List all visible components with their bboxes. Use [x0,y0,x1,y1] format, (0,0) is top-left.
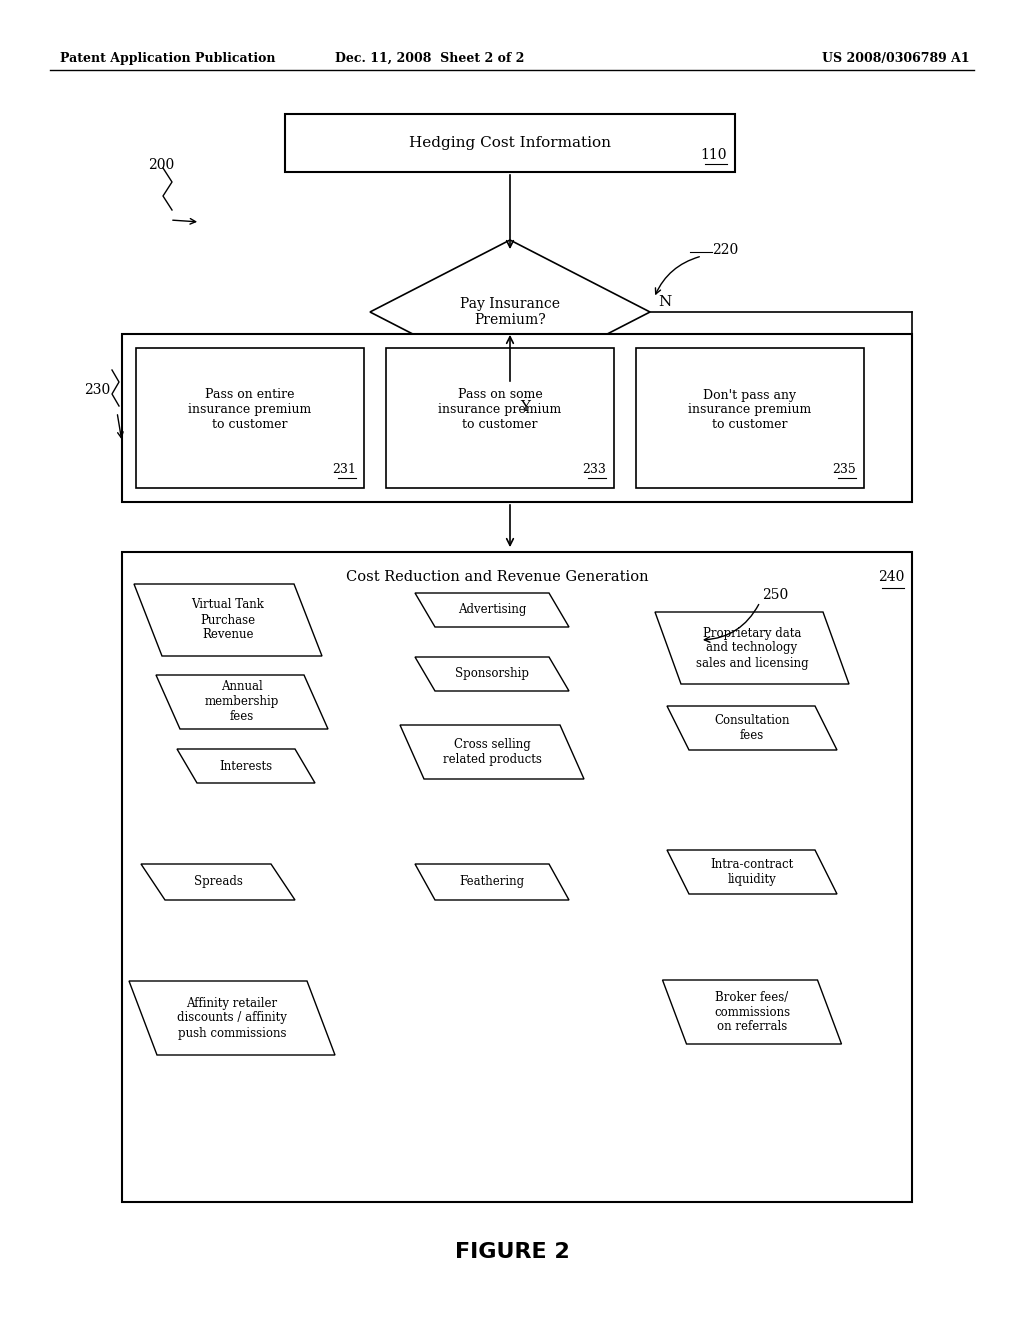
Polygon shape [415,657,569,690]
Text: 220: 220 [712,243,738,257]
Polygon shape [663,979,842,1044]
Text: Pass on some
insurance premium
to customer: Pass on some insurance premium to custom… [438,388,561,432]
Text: 240: 240 [878,570,904,583]
Text: Cost Reduction and Revenue Generation: Cost Reduction and Revenue Generation [346,570,648,583]
Text: Proprietary data
and technology
sales and licensing: Proprietary data and technology sales an… [695,627,808,669]
Polygon shape [415,593,569,627]
Bar [122,334,912,502]
Text: Intra-contract
liquidity: Intra-contract liquidity [711,858,794,886]
Text: 230: 230 [84,383,110,397]
Text: Patent Application Publication: Patent Application Publication [60,51,275,65]
Polygon shape [667,706,837,750]
Text: US 2008/0306789 A1: US 2008/0306789 A1 [822,51,970,65]
Bar [122,552,912,1203]
Text: Consultation
fees: Consultation fees [715,714,790,742]
Text: 233: 233 [582,463,606,477]
Text: 235: 235 [833,463,856,477]
Text: Broker fees/
commissions
on referrals: Broker fees/ commissions on referrals [714,990,791,1034]
Text: Affinity retailer
discounts / affinity
push commissions: Affinity retailer discounts / affinity p… [177,997,287,1040]
Polygon shape [370,240,650,384]
Polygon shape [134,583,322,656]
Bar [636,348,864,488]
Bar [285,114,735,172]
Text: Interests: Interests [219,759,272,772]
Text: Annual
membership
fees: Annual membership fees [205,681,280,723]
Polygon shape [156,675,328,729]
Polygon shape [655,612,849,684]
Text: Y: Y [520,400,530,414]
Text: Sponsorship: Sponsorship [455,668,529,681]
Text: FIGURE 2: FIGURE 2 [455,1242,569,1262]
Polygon shape [415,865,569,900]
Text: 231: 231 [332,463,356,477]
Text: Virtual Tank
Purchase
Revenue: Virtual Tank Purchase Revenue [191,598,264,642]
Text: 200: 200 [148,158,174,172]
Text: N: N [658,294,672,309]
Text: Cross selling
related products: Cross selling related products [442,738,542,766]
Polygon shape [141,865,295,900]
Text: Spreads: Spreads [194,875,243,888]
Text: Pass on entire
insurance premium
to customer: Pass on entire insurance premium to cust… [188,388,311,432]
Text: Advertising: Advertising [458,603,526,616]
Bar [386,348,614,488]
Text: Pay Insurance
Premium?: Pay Insurance Premium? [460,297,560,327]
Text: 110: 110 [700,148,727,162]
Text: Dec. 11, 2008  Sheet 2 of 2: Dec. 11, 2008 Sheet 2 of 2 [335,51,524,65]
Polygon shape [129,981,335,1055]
Polygon shape [400,725,584,779]
Bar [136,348,364,488]
Text: Feathering: Feathering [460,875,524,888]
Text: Hedging Cost Information: Hedging Cost Information [409,136,611,150]
Polygon shape [177,748,315,783]
Text: 250: 250 [762,587,788,602]
Polygon shape [667,850,837,894]
Text: Don't pass any
insurance premium
to customer: Don't pass any insurance premium to cust… [688,388,812,432]
